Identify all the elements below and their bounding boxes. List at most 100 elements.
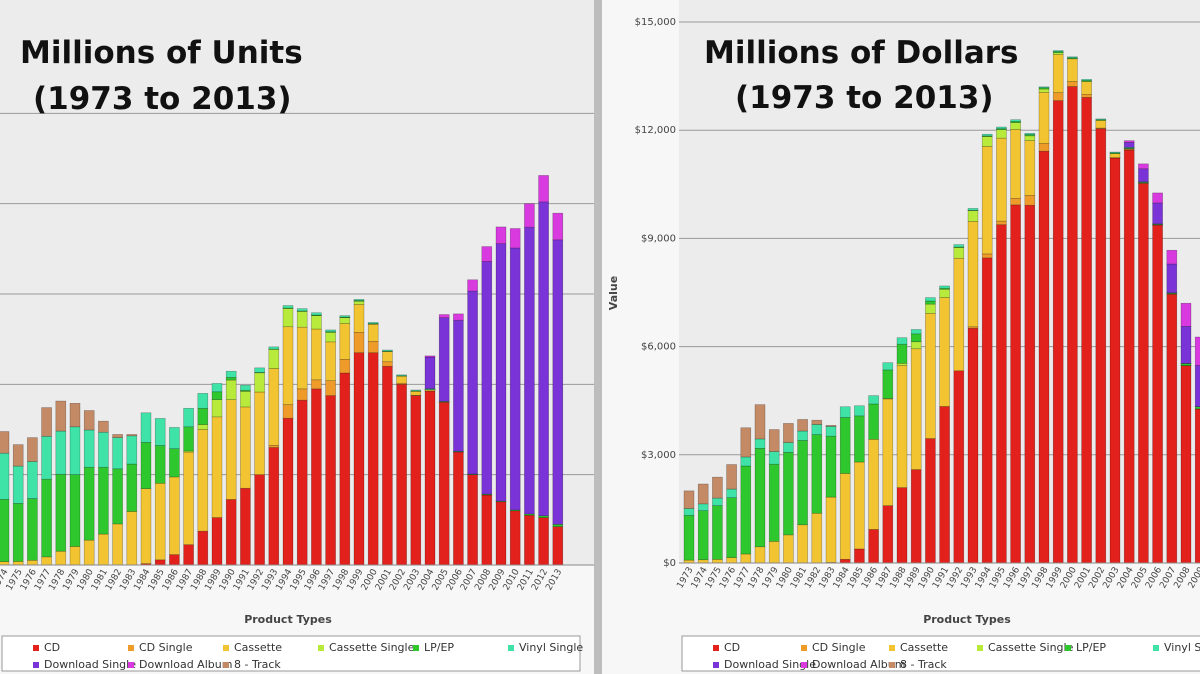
bar-lp-ep-1980 [783, 451, 794, 536]
legend-swatch-download-album [128, 662, 134, 668]
bar-cd-2005 [438, 402, 450, 566]
bar-cd-2012 [538, 517, 549, 566]
bar-vinyl-single-1981 [797, 430, 808, 441]
bar-8-track-1980 [783, 423, 794, 443]
bar-cassette-1982 [112, 523, 123, 566]
bar-cassette-2001 [382, 351, 393, 363]
units-chart-title: Millions of Units [20, 35, 303, 71]
bar-cassette-single-1999 [1052, 52, 1064, 55]
legend-label-lp-ep: LP/EP [1076, 641, 1106, 654]
bar-vinyl-single-2005 [1138, 181, 1149, 183]
legend-swatch-download-single [713, 662, 719, 668]
bar-lp-ep-1975 [12, 503, 24, 562]
dollars-chart-title: Millions of Dollars [704, 35, 1018, 71]
bar-download-album-2007 [1166, 249, 1178, 265]
bar-cassette-1977 [740, 553, 752, 564]
bar-download-single-2008 [1180, 325, 1192, 364]
bar-cd-1989 [910, 469, 922, 564]
bar-cd-1992 [254, 474, 265, 566]
legend-label-cassette: Cassette [234, 641, 282, 654]
bar-cd-1985 [854, 548, 865, 564]
bar-cd-2002 [396, 384, 407, 566]
bar-cassette-1998 [1038, 92, 1050, 144]
bar-cassette-single-1994 [981, 136, 993, 147]
bar-vinyl-single-1999 [353, 299, 365, 301]
units-legend-box [1, 635, 581, 672]
bar-cd-1995 [296, 399, 308, 566]
bar-lp-ep-1985 [854, 415, 865, 463]
bar-download-single-2006 [453, 319, 464, 452]
bar-vinyl-single-1994 [282, 305, 294, 309]
bar-vinyl-single-1999 [1052, 50, 1064, 52]
bar-cassette-single-1998 [1038, 88, 1050, 93]
bar-cassette-1994 [981, 146, 993, 255]
bar-cd-single-1999 [353, 332, 365, 354]
units-panel: 1974197519761977197819791980198119821983… [0, 0, 594, 674]
bar-cd-1994 [981, 257, 993, 564]
bar-vinyl-single-1987 [183, 407, 194, 428]
bar-download-single-2009 [1194, 365, 1200, 407]
bar-cassette-2001 [1081, 81, 1092, 95]
legend-label-download-album: Download Album [812, 658, 905, 671]
bar-cassette-single-1992 [953, 247, 965, 259]
bar-vinyl-single-1998 [339, 315, 351, 318]
bar-vinyl-single-1996 [311, 312, 322, 316]
bar-cassette-1991 [240, 406, 251, 489]
legend-swatch-cd-single [801, 645, 807, 651]
dollars-x-ticks: 1973197419751976197719781979198019811982… [675, 565, 1200, 590]
bar-vinyl-single-1975 [712, 497, 723, 506]
bar-cd-1993 [268, 447, 280, 566]
bar-cd-1987 [882, 505, 894, 564]
bar-cassette-1984 [140, 488, 152, 564]
bar-lp-ep-1984 [140, 442, 152, 489]
bar-cassette-1997 [325, 341, 336, 382]
bar-cassette-1995 [296, 326, 308, 390]
bar-cd-1999 [1052, 100, 1064, 564]
bar-vinyl-single-1978 [754, 438, 766, 449]
bar-cassette-single-1993 [268, 349, 280, 369]
bar-vinyl-single-1995 [296, 308, 308, 312]
bar-cassette-2003 [410, 391, 422, 396]
bar-cd-single-1995 [996, 220, 1007, 225]
legend-label-cd-single: CD Single [139, 641, 193, 654]
bar-cd-1991 [240, 487, 251, 566]
bar-cassette-1989 [211, 416, 223, 518]
bar-cassette-1986 [868, 438, 879, 530]
bar-cassette-single-1997 [1024, 135, 1036, 141]
bar-cassette-1988 [197, 429, 209, 532]
legend-swatch-cd [713, 645, 719, 651]
bar-8-track-1973 [683, 490, 695, 509]
bar-cassette-single-1990 [925, 303, 936, 314]
bar-lp-ep-2013 [552, 524, 564, 527]
bar-8-track-1982 [811, 419, 823, 425]
bar-vinyl-single-1991 [240, 384, 251, 391]
bar-lp-ep-1981 [797, 440, 808, 526]
bar-lp-ep-1982 [112, 468, 123, 525]
bar-vinyl-single-1986 [169, 427, 180, 449]
bar-download-album-2006 [1152, 192, 1163, 204]
legend-swatch-cassette-single [977, 645, 983, 651]
bar-cd-2000 [1067, 86, 1078, 564]
bar-download-single-2006 [1152, 202, 1163, 225]
bar-cassette-1992 [254, 391, 265, 475]
legend-swatch-cassette [889, 645, 895, 651]
bar-vinyl-single-1998 [1038, 86, 1050, 89]
bar-vinyl-single-1973 [683, 508, 695, 516]
bar-lp-ep-1980 [83, 466, 95, 541]
bar-vinyl-single-1974 [0, 452, 10, 500]
bar-cd-2001 [382, 365, 393, 566]
units-x-axis-label: Product Types [244, 613, 332, 626]
bar-cassette-1984 [839, 473, 851, 560]
bar-lp-ep-1976 [27, 498, 38, 561]
bar-cassette-1980 [83, 539, 95, 566]
bar-lp-ep-1988 [197, 407, 209, 425]
bar-cassette-1974 [0, 561, 10, 566]
legend-label-download-album: Download Album [139, 658, 232, 671]
legend-label-download-single: Download Single [44, 658, 136, 671]
bar-lp-ep-1975 [712, 505, 723, 560]
legend-label-cd-single: CD Single [812, 641, 866, 654]
bar-cd-1998 [1038, 150, 1050, 564]
bar-cassette-1985 [854, 461, 865, 550]
bar-vinyl-single-2000 [1067, 56, 1078, 59]
